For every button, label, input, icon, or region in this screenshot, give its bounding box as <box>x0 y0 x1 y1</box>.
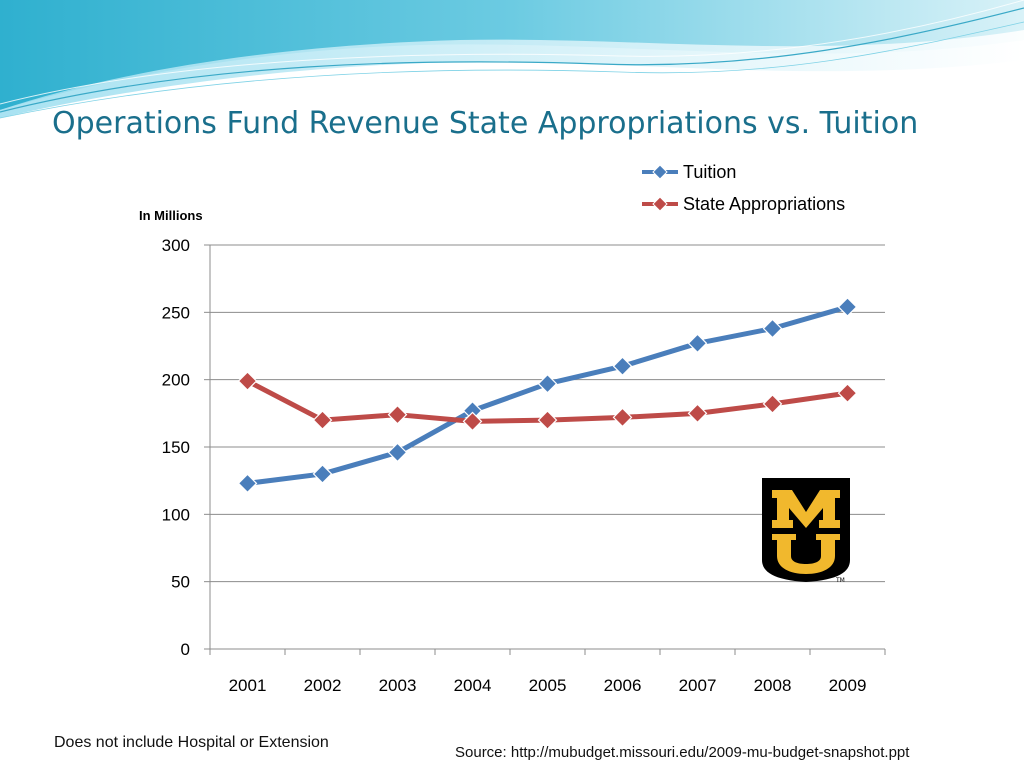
legend-marker <box>652 196 668 212</box>
chart-series <box>237 297 858 494</box>
y-tick-label: 0 <box>181 640 190 659</box>
y-tick-label: 250 <box>162 303 190 322</box>
data-point <box>612 356 633 377</box>
x-tick-label: 2009 <box>829 676 867 695</box>
legend-label: Tuition <box>683 162 736 182</box>
data-point <box>387 404 408 425</box>
y-tick-label: 50 <box>171 573 190 592</box>
source-citation: Source: http://mubudget.missouri.edu/200… <box>455 744 910 761</box>
data-point <box>237 473 258 494</box>
y-axis-ticks: 0 50 100 150 200 250 300 <box>162 236 190 659</box>
data-point <box>312 410 333 430</box>
y-tick-label: 150 <box>162 438 190 457</box>
data-point <box>387 442 408 463</box>
legend-marker <box>652 164 668 180</box>
data-point <box>762 318 783 339</box>
data-point <box>537 410 558 430</box>
x-tick-label: 2002 <box>304 676 342 695</box>
x-tick-label: 2006 <box>604 676 642 695</box>
mu-logo: TM <box>762 478 850 584</box>
x-tick-label: 2005 <box>529 676 567 695</box>
data-point <box>687 333 708 354</box>
x-axis-ticks: 2001 2002 2003 2004 2005 2006 2007 2008 2009 <box>229 676 867 695</box>
x-tick-label: 2004 <box>454 676 492 695</box>
data-point <box>462 411 483 432</box>
chart-axes <box>204 244 886 655</box>
data-point <box>537 373 558 394</box>
legend-label: State Appropriations <box>683 194 845 214</box>
x-tick-label: 2003 <box>379 676 417 695</box>
chart-legend: Tuition State Appropriations <box>642 162 845 214</box>
footnote: Does not include Hospital or Extension <box>54 734 329 751</box>
logo-tm: TM <box>835 577 845 584</box>
data-point <box>687 403 708 424</box>
y-tick-label: 200 <box>162 371 190 390</box>
x-tick-label: 2007 <box>679 676 717 695</box>
data-point <box>612 407 633 428</box>
unit-label: In Millions <box>139 208 203 223</box>
data-point <box>762 394 783 414</box>
data-point <box>837 383 858 403</box>
data-point <box>312 464 333 484</box>
header-banner <box>0 0 1024 119</box>
series-line-tuition <box>245 304 850 486</box>
y-tick-label: 100 <box>162 505 190 524</box>
y-tick-label: 300 <box>162 236 190 255</box>
data-point <box>837 297 858 317</box>
x-tick-label: 2008 <box>754 676 792 695</box>
slide-title: Operations Fund Revenue State Appropriat… <box>52 106 919 141</box>
data-point <box>237 371 258 391</box>
x-tick-label: 2001 <box>229 676 267 695</box>
